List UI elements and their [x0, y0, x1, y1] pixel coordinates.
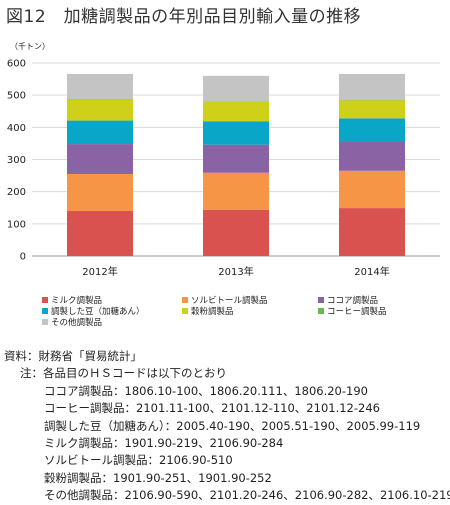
hs-note-item: 穀粉調製品：1901.90-251、1901.90-252 — [44, 470, 272, 487]
bar-segment-sorbitol — [203, 173, 269, 210]
bar-segment-other — [67, 74, 133, 99]
legend-swatch — [318, 297, 324, 303]
bar-segment-grain — [203, 102, 269, 121]
bar-segment-milk — [203, 210, 269, 256]
bar-segment-sorbitol — [67, 174, 133, 211]
hs-note-item: その他調製品：2106.90-590、2101.20-246、2106.90-2… — [44, 487, 450, 504]
hs-note-item: ミルク調製品：1901.90-219、2106.90-284 — [44, 435, 283, 452]
hs-note-item: 調製した豆（加糖あん）：2005.40-190、2005.51-190、2005… — [44, 418, 420, 435]
bar-segment-sorbitol — [339, 171, 405, 208]
hs-note-item: コーヒー調製品：2101.11-100、2101.12-110、2101.12-… — [44, 400, 380, 417]
bar-segment-grain — [339, 100, 405, 118]
hs-note-item: ソルビトール調製品：2106.90-510 — [44, 452, 233, 469]
y-tick-label: 0 — [20, 252, 26, 263]
legend-swatch — [182, 308, 188, 314]
legend-item-other: その他調製品 — [42, 316, 102, 328]
bars — [67, 74, 405, 256]
legend-label: その他調製品 — [51, 316, 102, 328]
y-tick-label: 600 — [7, 59, 26, 70]
x-tick-label: 2014年 — [354, 265, 389, 278]
legend-swatch — [42, 297, 48, 303]
bar-segment-milk — [339, 208, 405, 256]
y-tick-label: 100 — [7, 219, 26, 230]
bar-segment-grain — [67, 99, 133, 120]
bar-segment-other — [339, 74, 405, 100]
y-tick-label: 200 — [7, 187, 26, 198]
x-tick-label: 2012年 — [82, 265, 117, 278]
stacked-bar-chart: 0 100 200 300 400 500 600 2012年 2013年 2014年 — [0, 0, 450, 290]
bar-segment-cocoa — [339, 141, 405, 170]
legend-swatch — [42, 308, 48, 314]
bar-segment-beans — [203, 121, 269, 144]
bar-segment-milk — [67, 211, 133, 256]
x-axis-ticks: 2012年 2013年 2014年 — [82, 265, 389, 278]
bar-segment-other — [203, 76, 269, 102]
hs-note-item: ココア調製品：1806.10-100、1806.20.111、1806.20-1… — [44, 383, 368, 400]
y-tick-label: 500 — [7, 91, 26, 102]
legend-item-grain: 穀粉調製品 — [182, 305, 234, 317]
legend-swatch — [318, 308, 324, 314]
bar-segment-cocoa — [67, 144, 133, 174]
y-axis-ticks: 0 100 200 300 400 500 600 — [7, 59, 26, 263]
x-tick-label: 2013年 — [218, 265, 253, 278]
legend-swatch — [42, 319, 48, 325]
legend-label: 穀粉調製品 — [191, 305, 234, 317]
y-tick-label: 300 — [7, 155, 26, 166]
legend-label: コーヒー調製品 — [327, 305, 387, 317]
bar-segment-beans — [67, 121, 133, 144]
hs-note-heading: 注：各品目のＨＳコードは以下のとおり — [20, 365, 227, 382]
y-tick-label: 400 — [7, 123, 26, 134]
legend-swatch — [182, 297, 188, 303]
bar-segment-beans — [339, 118, 405, 141]
bar-segment-cocoa — [203, 145, 269, 173]
source-note: 資料：財務省「貿易統計」 — [4, 348, 142, 365]
legend-item-coffee: コーヒー調製品 — [318, 305, 387, 317]
